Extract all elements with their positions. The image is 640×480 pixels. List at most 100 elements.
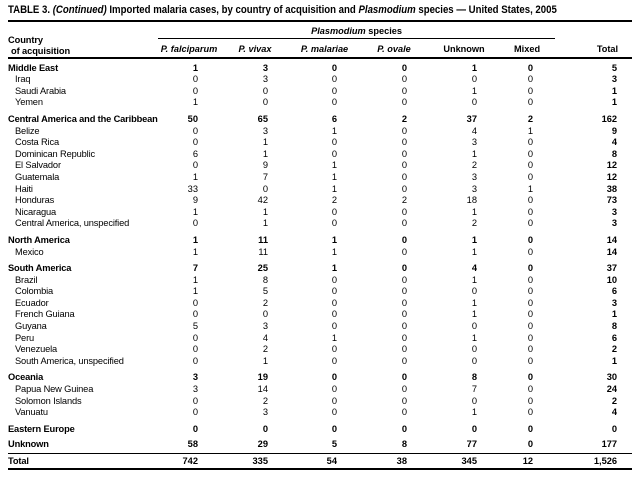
- row-value-cell: 1: [471, 85, 477, 96]
- row-value-cell: 1,526: [555, 452, 633, 469]
- row-value-cell: 2: [527, 113, 534, 124]
- table-row: Unknown 58 29 5 8 77 0 177: [8, 434, 632, 454]
- table-row: Papua New Guinea 3 14 0 0 7 0 24: [8, 382, 632, 394]
- row-label-cell: Total: [8, 452, 158, 469]
- row-value-cell: 0: [527, 148, 534, 159]
- row-value-cell: 19: [257, 372, 268, 383]
- row-value-cell: 8: [401, 438, 407, 449]
- row-value-cell: 742: [158, 452, 220, 469]
- row-value-cell: 0: [331, 62, 337, 73]
- row-value-cell: 0: [331, 206, 337, 217]
- row-value-cell: 0: [401, 137, 407, 148]
- row-value-cell: 2: [262, 395, 268, 406]
- malaria-cases-table: Country of acquisition Plasmodium specie…: [8, 22, 633, 470]
- row-value-cell: 0: [471, 423, 477, 434]
- row-value-cell: 3: [262, 74, 268, 85]
- row-value-cell: 1: [331, 171, 337, 182]
- row-value-cell: 0: [401, 286, 407, 297]
- table-row: Total 742 335 54 38 345 12 1,526: [8, 452, 633, 469]
- row-value-cell: 1: [262, 148, 268, 159]
- table-row: Central America, unspecified 0 1 0 0 2 0 3: [8, 217, 632, 229]
- column-header-malariae: P. malariae: [290, 38, 359, 59]
- row-value-cell: 2: [331, 195, 337, 206]
- row-value-cell: 1: [192, 171, 198, 182]
- title-text-a: Imported malaria cases, by country of ac…: [109, 4, 356, 16]
- row-value-cell: 0: [331, 344, 337, 355]
- row-label-cell: Middle East: [8, 62, 59, 73]
- row-value-cell: 162: [601, 113, 618, 124]
- row-value-cell: 0: [192, 125, 198, 136]
- row-label-cell: Nicaragua: [15, 206, 57, 217]
- report-page: TABLE 3. (Continued) Imported malaria ca…: [8, 4, 633, 470]
- table-row: Guyana 5 3 0 0 0 0 8: [8, 319, 632, 331]
- row-value-cell: 1: [192, 286, 198, 297]
- row-label-cell: Central America and the Caribbean: [8, 113, 158, 124]
- row-value-cell: 0: [192, 85, 198, 96]
- table-row: South America 7 25 1 0 4 0 37: [8, 257, 632, 274]
- row-value-cell: 0: [401, 62, 407, 73]
- row-value-cell: 3: [262, 62, 268, 73]
- row-value-cell: 1: [192, 234, 198, 245]
- row-value-cell: 0: [527, 423, 534, 434]
- row-label-cell: Venezuela: [15, 344, 58, 355]
- row-value-cell: 1: [611, 85, 618, 96]
- row-value-cell: 1: [471, 234, 477, 245]
- row-value-cell: 0: [401, 125, 407, 136]
- row-value-cell: 0: [331, 423, 337, 434]
- row-value-cell: 11: [258, 246, 268, 257]
- row-label-cell: Honduras: [15, 195, 55, 206]
- row-value-cell: 6: [331, 113, 337, 124]
- row-value-cell: 2: [401, 195, 407, 206]
- row-value-cell: 1: [262, 355, 268, 366]
- row-value-cell: 14: [257, 384, 268, 395]
- row-value-cell: 0: [192, 407, 198, 418]
- row-value-cell: 0: [331, 137, 337, 148]
- row-value-cell: 7: [471, 384, 477, 395]
- row-label-cell: Costa Rica: [15, 137, 59, 148]
- row-label-cell: Iraq: [15, 74, 31, 85]
- row-label-cell: Central America, unspecified: [15, 218, 130, 229]
- row-value-cell: 0: [401, 297, 407, 308]
- row-value-cell: 12: [499, 452, 556, 469]
- table-row: Solomon Islands 0 2 0 0 0 0 2: [8, 394, 632, 406]
- title-genus: Plasmodium: [358, 4, 416, 16]
- row-value-cell: 0: [527, 332, 534, 343]
- row-value-cell: 7: [262, 171, 268, 182]
- row-value-cell: 0: [331, 309, 337, 320]
- row-value-cell: 0: [192, 297, 198, 308]
- row-value-cell: 10: [606, 274, 618, 285]
- row-value-cell: 0: [471, 344, 477, 355]
- table-row: Colombia 1 5 0 0 0 0 6: [8, 285, 632, 297]
- row-value-cell: 0: [401, 274, 407, 285]
- row-value-cell: 3: [611, 297, 618, 308]
- country-header-line1: Country: [8, 35, 43, 45]
- row-label-cell: South America: [8, 263, 72, 274]
- row-value-cell: 0: [527, 309, 534, 320]
- row-value-cell: 5: [192, 321, 198, 332]
- row-value-cell: 0: [527, 297, 534, 308]
- row-value-cell: 0: [331, 407, 337, 418]
- row-value-cell: 0: [527, 274, 534, 285]
- row-value-cell: 0: [331, 384, 337, 395]
- table-row: Nicaragua 1 1 0 0 1 0 3: [8, 205, 632, 217]
- row-value-cell: 0: [331, 286, 337, 297]
- row-value-cell: 38: [606, 183, 618, 194]
- row-value-cell: 0: [401, 263, 407, 274]
- row-value-cell: 0: [331, 321, 337, 332]
- table-row: South America, unspecified 0 1 0 0 0 0 1: [8, 354, 632, 366]
- row-value-cell: 0: [471, 395, 477, 406]
- column-header-total: Total: [555, 38, 633, 59]
- row-value-cell: 0: [331, 97, 337, 108]
- column-header-vivax: P. vivax: [220, 38, 290, 59]
- row-value-cell: 2: [262, 344, 268, 355]
- row-value-cell: 0: [527, 97, 534, 108]
- row-value-cell: 0: [471, 74, 477, 85]
- row-value-cell: 4: [471, 125, 477, 136]
- row-value-cell: 1: [527, 183, 534, 194]
- plasmodium-species-spanner: Plasmodium species: [158, 22, 556, 39]
- row-value-cell: 0: [192, 344, 198, 355]
- row-value-cell: 14: [606, 246, 618, 257]
- row-label-cell: Yemen: [15, 97, 43, 108]
- table-row: Honduras 9 42 2 2 18 0 73: [8, 194, 632, 206]
- row-value-cell: 2: [611, 344, 618, 355]
